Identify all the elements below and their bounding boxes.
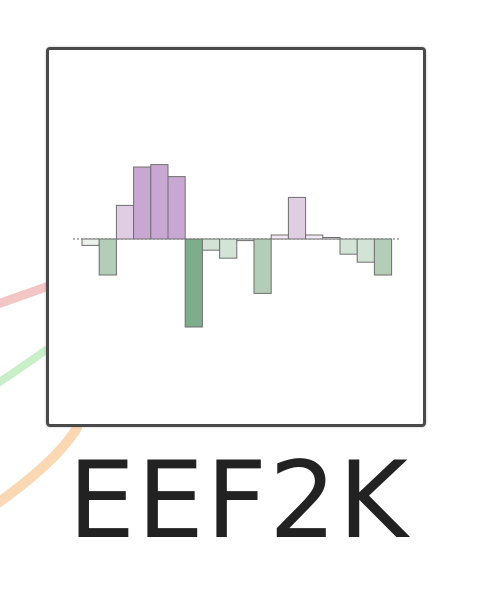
bar xyxy=(270,234,289,240)
bar xyxy=(201,238,221,251)
bar xyxy=(373,238,393,276)
bar xyxy=(98,238,117,276)
bar xyxy=(253,238,272,294)
bar xyxy=(167,176,186,240)
bar xyxy=(322,237,341,240)
edge-red xyxy=(0,282,51,309)
bar xyxy=(150,164,169,240)
bar xyxy=(115,204,135,240)
bar xyxy=(356,238,375,263)
bar xyxy=(81,238,100,246)
bar xyxy=(339,238,358,255)
bar xyxy=(219,238,238,259)
edge-orange xyxy=(0,423,82,508)
bar xyxy=(236,238,255,242)
bar xyxy=(133,166,152,240)
bar xyxy=(184,238,203,328)
bar xyxy=(305,234,324,240)
bar-chart xyxy=(73,164,401,328)
node-card[interactable] xyxy=(46,47,426,427)
node-label: EEF2K xyxy=(68,439,410,562)
bar xyxy=(287,196,307,240)
edge-green xyxy=(0,346,50,387)
